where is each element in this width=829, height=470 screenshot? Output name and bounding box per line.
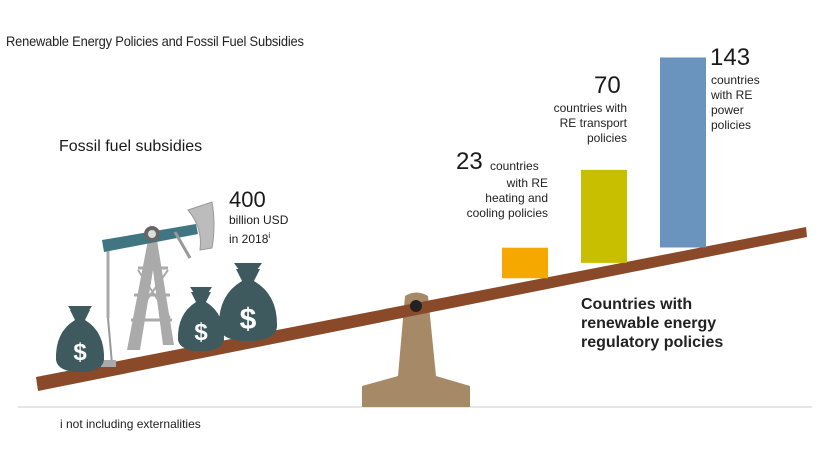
seesaw-plank [36, 227, 807, 391]
re-policies-heading: Countries with renewable energy regulato… [581, 296, 724, 351]
transport-bar-value: 70 [594, 72, 621, 99]
footnote: i not including externalities [60, 417, 201, 431]
bar-heating [502, 247, 548, 279]
chart-title: Renewable Energy Policies and Fossil Fue… [6, 33, 304, 49]
heating-bar-value: 23 [456, 148, 483, 175]
power-bar-desc: countries with RE power policies [711, 73, 760, 132]
bars-group [502, 57, 706, 279]
heating-bar-desc: with RE heating and cooling policies [466, 176, 548, 220]
fossil-desc-line2: in 2018 [229, 232, 269, 246]
bar-transport [581, 169, 627, 263]
money-bag-icon: $ [55, 306, 105, 372]
fossil-desc-line1: billion USD [229, 213, 289, 227]
fossil-subsidies-value: 400 [229, 187, 266, 212]
heating-bar-desc-line1: countries [490, 159, 539, 173]
svg-text:$: $ [240, 303, 257, 336]
money-bag-icon: $ [218, 263, 278, 341]
transport-bar-desc: countries with RE transport policies [553, 101, 627, 145]
money-bag-icon: $ [177, 287, 225, 351]
pivot-bolt [410, 300, 422, 312]
svg-text:$: $ [73, 339, 87, 366]
fulcrum [362, 292, 470, 407]
fossil-subsidies-heading: Fossil fuel subsidies [59, 138, 203, 155]
footnote-mark: i [268, 231, 271, 240]
svg-text:$: $ [194, 319, 208, 346]
fossil-subsidies-desc: billion USD in 2018i [229, 213, 288, 247]
bar-power [660, 57, 706, 248]
oil-pump-icon [101, 201, 215, 367]
power-bar-value: 143 [710, 44, 751, 71]
